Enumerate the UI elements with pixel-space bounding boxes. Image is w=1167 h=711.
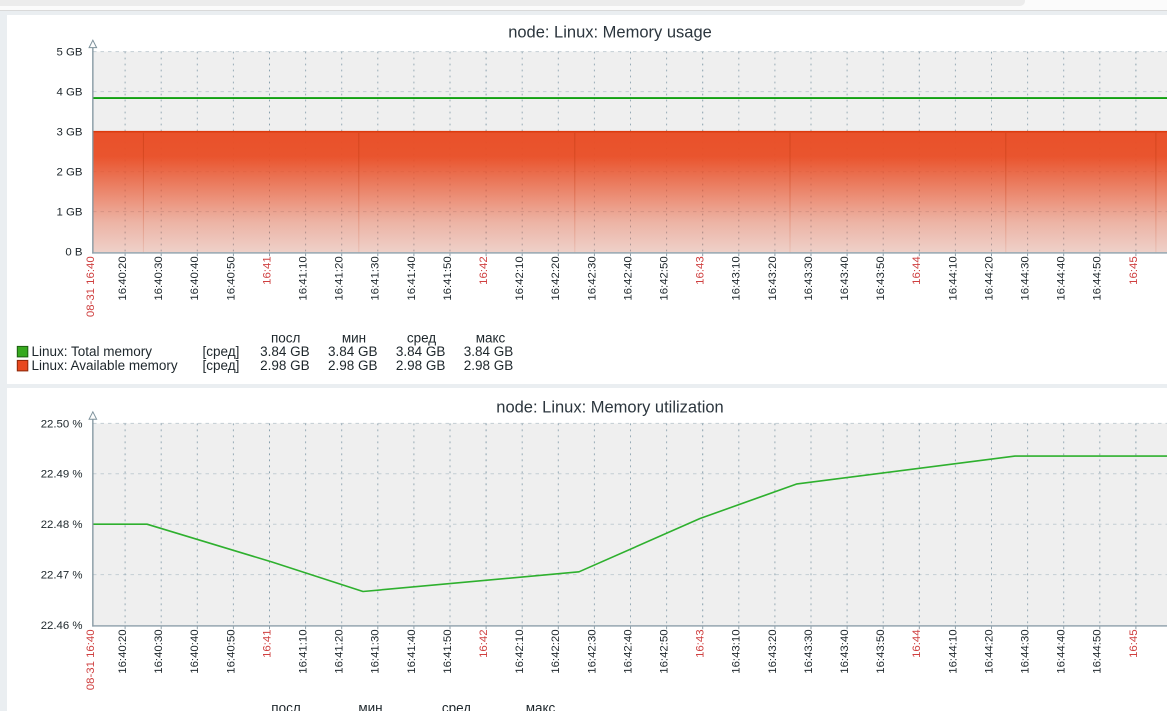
svg-text:16:41: 16:41 (261, 256, 273, 285)
svg-text:16:42:20: 16:42:20 (550, 629, 562, 673)
svg-text:16:43:30: 16:43:30 (803, 256, 815, 300)
svg-text:4 GB: 4 GB (57, 87, 83, 99)
svg-text:16:44:10: 16:44:10 (947, 256, 959, 300)
svg-text:16:40:50: 16:40:50 (225, 256, 237, 300)
svg-text:16:45: 16:45 (1128, 256, 1140, 285)
svg-text:16:40:50: 16:40:50 (225, 629, 237, 673)
svg-text:16:42:50: 16:42:50 (659, 256, 671, 300)
svg-text:16:41:10: 16:41:10 (298, 256, 310, 300)
svg-text:22.47 %: 22.47 % (41, 570, 83, 582)
svg-text:16:42:30: 16:42:30 (586, 256, 598, 300)
svg-text:16:40:30: 16:40:30 (153, 629, 165, 673)
svg-text:5 GB: 5 GB (57, 47, 83, 59)
svg-text:16:43:20: 16:43:20 (767, 256, 779, 300)
svg-text:сред: сред (407, 330, 436, 345)
svg-text:16:42: 16:42 (478, 256, 490, 285)
svg-text:[сред]: [сред] (203, 358, 240, 373)
svg-text:16:40:20: 16:40:20 (117, 256, 129, 300)
svg-text:08-31 16:40: 08-31 16:40 (85, 256, 97, 317)
svg-text:макс: макс (476, 330, 506, 345)
svg-text:3.84 GB: 3.84 GB (328, 344, 378, 359)
svg-text:16:44:30: 16:44:30 (1020, 629, 1032, 673)
svg-text:16:43:10: 16:43:10 (731, 256, 743, 300)
svg-text:[сред]: [сред] (203, 344, 240, 359)
svg-text:мин: мин (358, 700, 382, 711)
svg-text:2.98 GB: 2.98 GB (328, 358, 378, 373)
svg-text:16:42:40: 16:42:40 (622, 629, 634, 673)
svg-text:16:43:40: 16:43:40 (839, 256, 851, 300)
svg-text:2.98 GB: 2.98 GB (396, 358, 446, 373)
svg-text:16:41:50: 16:41:50 (442, 629, 454, 673)
svg-text:16:44: 16:44 (911, 256, 923, 285)
svg-text:16:44:50: 16:44:50 (1092, 256, 1104, 300)
svg-text:16:43:30: 16:43:30 (803, 629, 815, 673)
svg-text:16:44:40: 16:44:40 (1056, 629, 1068, 673)
svg-text:макс: макс (526, 700, 556, 711)
svg-text:16:41:10: 16:41:10 (298, 629, 310, 673)
svg-text:16:44:20: 16:44:20 (983, 629, 995, 673)
svg-text:сред: сред (442, 700, 471, 711)
svg-text:node: Linux: Memory utilizatio: node: Linux: Memory utilization (496, 398, 723, 416)
svg-text:Linux: Total memory: Linux: Total memory (32, 344, 153, 359)
svg-text:3.84 GB: 3.84 GB (464, 344, 514, 359)
svg-text:16:42:50: 16:42:50 (659, 629, 671, 673)
svg-text:2.98 GB: 2.98 GB (260, 358, 310, 373)
svg-text:0 B: 0 B (65, 247, 82, 259)
svg-text:16:42:10: 16:42:10 (514, 256, 526, 300)
svg-text:16:41:20: 16:41:20 (334, 629, 346, 673)
svg-text:22.50 %: 22.50 % (41, 418, 83, 430)
svg-text:3 GB: 3 GB (57, 127, 83, 139)
svg-text:2 GB: 2 GB (57, 167, 83, 179)
svg-text:мин: мин (342, 330, 366, 345)
svg-text:16:41:50: 16:41:50 (442, 256, 454, 300)
svg-text:16:43:50: 16:43:50 (875, 629, 887, 673)
svg-text:16:42:20: 16:42:20 (550, 256, 562, 300)
svg-text:посл: посл (271, 700, 300, 711)
svg-text:16:41:20: 16:41:20 (334, 256, 346, 300)
svg-text:16:44: 16:44 (911, 629, 923, 658)
svg-text:Linux: Available memory: Linux: Available memory (32, 358, 178, 373)
svg-text:посл: посл (271, 330, 300, 345)
svg-text:3.84 GB: 3.84 GB (260, 344, 310, 359)
svg-text:1 GB: 1 GB (57, 207, 83, 219)
svg-text:16:41:40: 16:41:40 (406, 629, 418, 673)
svg-text:16:41:40: 16:41:40 (406, 256, 418, 300)
svg-text:16:43: 16:43 (695, 629, 707, 658)
svg-text:22.46 %: 22.46 % (41, 620, 83, 632)
svg-text:node: Linux: Memory usage: node: Linux: Memory usage (508, 24, 712, 42)
svg-text:16:42:30: 16:42:30 (586, 629, 598, 673)
svg-text:16:41:30: 16:41:30 (370, 629, 382, 673)
svg-text:16:41: 16:41 (261, 629, 273, 658)
svg-text:16:44:50: 16:44:50 (1092, 629, 1104, 673)
svg-text:2.98 GB: 2.98 GB (464, 358, 514, 373)
svg-text:16:40:40: 16:40:40 (189, 629, 201, 673)
svg-text:22.48 %: 22.48 % (41, 519, 83, 531)
svg-text:16:43:10: 16:43:10 (731, 629, 743, 673)
svg-text:3.84 GB: 3.84 GB (396, 344, 446, 359)
svg-text:16:43:50: 16:43:50 (875, 256, 887, 300)
svg-text:22.49 %: 22.49 % (41, 469, 83, 481)
svg-text:16:40:40: 16:40:40 (189, 256, 201, 300)
svg-text:16:43:40: 16:43:40 (839, 629, 851, 673)
svg-text:16:40:20: 16:40:20 (117, 629, 129, 673)
svg-text:08-31 16:40: 08-31 16:40 (85, 629, 97, 690)
svg-text:16:45: 16:45 (1128, 629, 1140, 658)
svg-text:16:43:20: 16:43:20 (767, 629, 779, 673)
svg-text:16:44:30: 16:44:30 (1020, 256, 1032, 300)
svg-text:16:40:30: 16:40:30 (153, 256, 165, 300)
svg-text:16:44:20: 16:44:20 (983, 256, 995, 300)
svg-text:16:44:40: 16:44:40 (1056, 256, 1068, 300)
svg-text:16:42:10: 16:42:10 (514, 629, 526, 673)
svg-text:16:44:10: 16:44:10 (947, 629, 959, 673)
svg-text:16:43: 16:43 (695, 256, 707, 285)
svg-text:16:42:40: 16:42:40 (622, 256, 634, 300)
svg-text:16:42: 16:42 (478, 629, 490, 658)
svg-text:16:41:30: 16:41:30 (370, 256, 382, 300)
